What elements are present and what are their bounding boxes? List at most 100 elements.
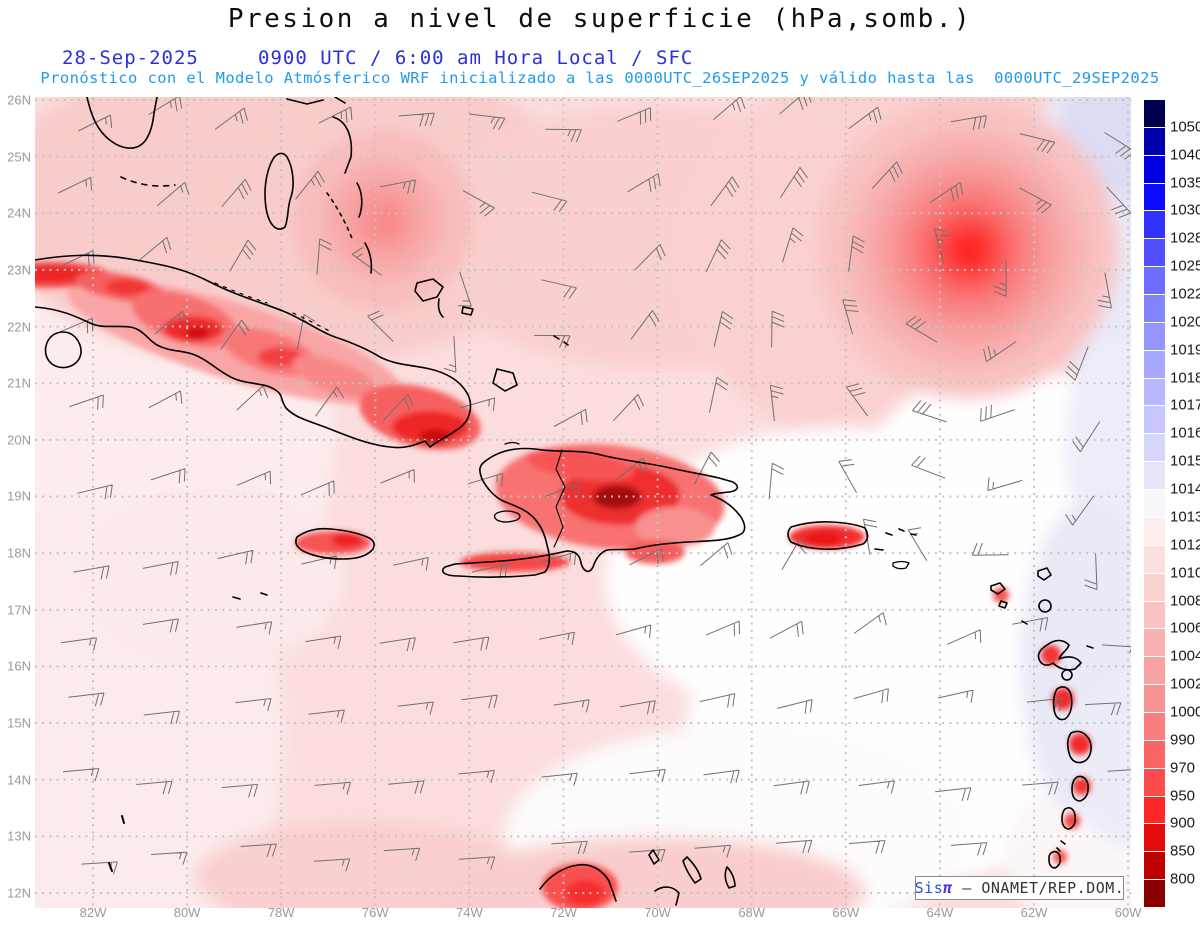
coast-martinique: [1066, 730, 1092, 764]
lat-label: 18N: [7, 545, 31, 561]
coast-virgin-islands: [874, 528, 917, 551]
coast-jamaica: [295, 527, 375, 560]
colorbar-tick-label: 1008: [1170, 592, 1200, 610]
coast-hispaniola: [441, 447, 746, 578]
colorbar-tick-label: 950: [1170, 787, 1196, 805]
colorbar-segment: [1144, 489, 1165, 517]
lon-label: 82W: [79, 905, 107, 920]
lon-label: 70W: [644, 905, 671, 920]
map-canvas: [35, 97, 1131, 908]
colorbar-tick-label: 1010: [1170, 564, 1200, 582]
coast-eleuthera: [332, 116, 353, 174]
colorbar-segment: [1144, 711, 1165, 740]
colorbar-tick-label: 1016: [1170, 424, 1200, 442]
page-title: Presion a nivel de superficie (hPa,somb.…: [227, 4, 973, 34]
coast-aruba: [648, 849, 660, 865]
coast-cat-island: [356, 182, 363, 218]
colorbar-segment: [1144, 405, 1165, 434]
coast-cuba-cays: [214, 282, 334, 334]
colorbar-segment: [1144, 294, 1165, 322]
colorbar-tick-label: 1050: [1170, 118, 1200, 136]
lon-label: 68W: [738, 905, 766, 920]
lon-label: 72W: [550, 905, 577, 920]
colorbar-segment: [1144, 739, 1165, 768]
colorbar-tick-label: 900: [1170, 814, 1196, 832]
lat-label: 24N: [7, 205, 31, 221]
coast-andros: [264, 152, 294, 230]
watermark-badge: Sis π – ONAMET/REP.DOM.: [915, 876, 1124, 900]
colorbar-segment: [1144, 266, 1165, 295]
lat-label: 26N: [7, 92, 31, 108]
colorbar-tick-label: 1015: [1170, 452, 1200, 470]
colorbar-segment: [1144, 154, 1165, 183]
coast-inagua: [492, 368, 518, 392]
wind-barbs: [58, 97, 1131, 875]
valid-date: 28-Sep-2025: [62, 47, 199, 69]
lat-label: 17N: [7, 602, 31, 618]
colorbar-segment: [1144, 516, 1165, 545]
coast-antigua: [1038, 599, 1052, 613]
coast-guadeloupe: [1037, 639, 1094, 671]
border-haiti-dr: [553, 449, 566, 548]
colorbar-segment: [1144, 461, 1165, 490]
colorbar-tick-label: 1014: [1170, 480, 1200, 498]
colorbar-tick-label: 1025: [1170, 257, 1200, 275]
colorbar-tick-label: 1002: [1170, 675, 1200, 693]
colorbar-segment: [1144, 851, 1165, 880]
colorbar-tick-label: 1020: [1170, 313, 1200, 331]
colorbar-tick-label: 800: [1170, 870, 1196, 888]
lat-label: 14N: [7, 772, 31, 788]
colorbar-tick-label: 1012: [1170, 536, 1200, 554]
coast-grenada: [1048, 850, 1062, 869]
colorbar-tick-label: 1035: [1170, 174, 1200, 192]
coast-turks: [553, 335, 569, 346]
lat-label: 22N: [7, 319, 31, 335]
watermark-separator: –: [952, 879, 982, 897]
coast-st-lucia: [1071, 775, 1089, 802]
colorbar-segment: [1144, 99, 1165, 127]
coast-florida: [86, 97, 158, 149]
colorbar-tick-label: 850: [1170, 842, 1196, 860]
lat-label: 25N: [7, 149, 31, 165]
lat-label: 20N: [7, 432, 31, 448]
coast-mayaguana: [461, 306, 474, 316]
coast-long-island: [364, 242, 373, 274]
coast-paraguana: [654, 886, 680, 906]
latlon-grid: [35, 97, 1131, 908]
colorbar-segment: [1144, 182, 1165, 211]
terrain-pressure-lows: [35, 262, 1091, 908]
coast-st-vincent: [1061, 807, 1077, 830]
coast-cuba: [35, 254, 472, 449]
coast-curacao: [682, 856, 702, 884]
lat-label: 12N: [7, 885, 31, 901]
lon-label: 66W: [832, 905, 860, 920]
watermark-text: ONAMET/REP.DOM.: [981, 879, 1125, 897]
colorbar-segment: [1144, 684, 1165, 712]
lat-label: 13N: [7, 828, 31, 844]
lat-label: 23N: [7, 262, 31, 278]
colorbar-tick-label: 1030: [1170, 201, 1200, 219]
colorbar-segment: [1144, 600, 1165, 629]
lon-label: 74W: [456, 905, 483, 920]
coast-dominica: [1052, 686, 1073, 721]
colorbar-tick-label: 1040: [1170, 146, 1200, 164]
colorbar-segment: [1144, 628, 1165, 657]
colorbar-tick-label: 1028: [1170, 229, 1200, 247]
lat-label: 19N: [7, 488, 31, 504]
coast-puerto-rico: [787, 521, 869, 550]
lat-label: 15N: [7, 715, 31, 731]
lon-label: 76W: [361, 905, 389, 920]
coast-grenadines: [1056, 840, 1066, 852]
lon-label: 60W: [1114, 905, 1142, 920]
colorbar-segment: [1144, 377, 1165, 406]
coast-crooked-acklins: [414, 278, 444, 318]
coast-barbuda: [1037, 567, 1052, 581]
colorbar-segment: [1144, 126, 1165, 155]
colorbar-tick-label: 1000: [1170, 703, 1200, 721]
colorbar-segment: [1144, 238, 1165, 267]
coast-st-croix: [892, 560, 910, 570]
coast-florida-keys: [120, 176, 176, 187]
colorbar-tick-label: 1006: [1170, 619, 1200, 637]
colorbar-segment: [1144, 656, 1165, 685]
